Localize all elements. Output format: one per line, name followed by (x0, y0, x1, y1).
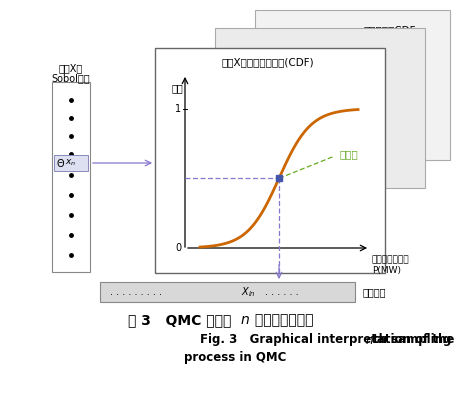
Text: $n$: $n$ (365, 333, 374, 346)
Bar (155, 48, 385, 273)
Text: process in QMC: process in QMC (184, 351, 286, 364)
Text: Fig. 3   Graphical interpretation of the: Fig. 3 Graphical interpretation of the (200, 333, 458, 346)
Text: 概率: 概率 (171, 83, 183, 93)
Bar (100, 282, 355, 302)
Text: $x_n$: $x_n$ (65, 158, 76, 168)
Text: 1: 1 (175, 103, 181, 114)
Text: P(MW): P(MW) (372, 267, 401, 276)
Text: . . . . . .: . . . . . . (265, 287, 299, 297)
Bar (215, 28, 425, 188)
Text: Sobol序列: Sobol序列 (52, 73, 90, 83)
Text: $n$: $n$ (240, 313, 250, 327)
Text: 变量X的累积分布函数(CDF): 变量X的累积分布函数(CDF) (222, 57, 314, 67)
Text: 发电机输出功率: 发电机输出功率 (372, 256, 410, 265)
Text: 其它各变量CDF: 其它各变量CDF (364, 25, 416, 35)
Text: 次采样过程图解: 次采样过程图解 (250, 313, 314, 327)
Text: th sampling: th sampling (373, 333, 451, 346)
Bar (52, 82, 90, 272)
Text: 变量X的: 变量X的 (59, 63, 83, 73)
Text: $X_{in}$: $X_{in}$ (241, 285, 255, 299)
Text: $\Theta$: $\Theta$ (56, 157, 65, 169)
Bar (54, 155, 88, 171)
Text: 0: 0 (175, 243, 181, 253)
Text: . . . . . . . . .: . . . . . . . . . (110, 287, 162, 297)
Bar (255, 10, 450, 160)
Text: 样本数值: 样本数值 (363, 287, 387, 297)
Text: 采样点: 采样点 (339, 149, 358, 159)
Text: 图 3   QMC 方法第: 图 3 QMC 方法第 (128, 313, 236, 327)
